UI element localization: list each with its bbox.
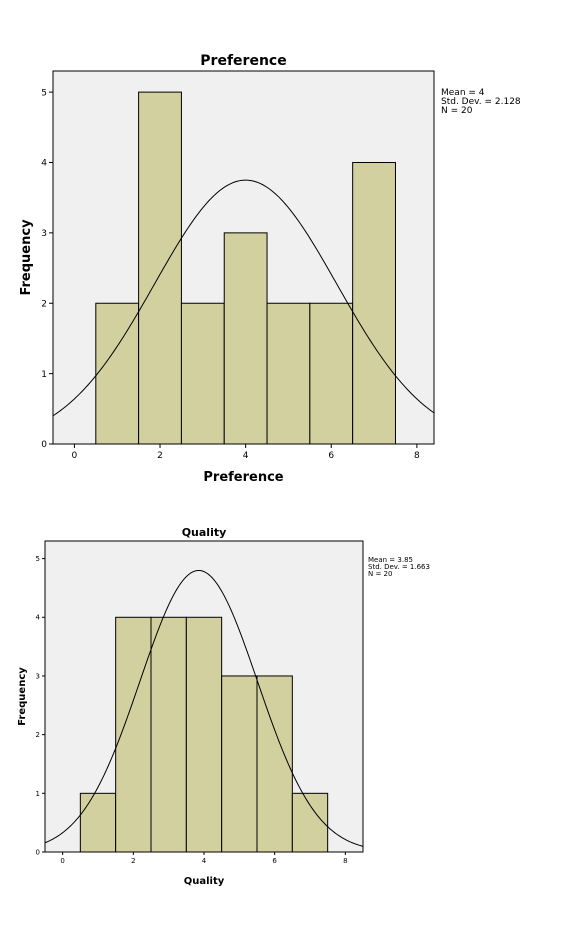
preference-bar-2 bbox=[138, 91, 182, 445]
quality-bar-4 bbox=[185, 616, 223, 853]
quality-xtick-label-6: 6 bbox=[272, 857, 277, 865]
preference-y-axis-label: Frequency bbox=[19, 219, 34, 296]
quality-normal-curve bbox=[45, 569, 363, 847]
quality-stats-line-3: N = 20 bbox=[368, 570, 393, 578]
stats-box-preference: Mean = 4 Std. Dev. = 2.128 N = 20 bbox=[441, 89, 521, 116]
preference-normal-curve bbox=[53, 179, 434, 417]
quality-x-axis-label: Quality bbox=[184, 876, 225, 887]
quality-bar-6 bbox=[256, 675, 293, 853]
quality-ytick-label-0: 0 bbox=[36, 848, 40, 856]
preference-ytick-label-2: 2 bbox=[41, 299, 47, 309]
quality-xtick-label-0: 0 bbox=[60, 857, 64, 865]
quality-xtick-label-8: 8 bbox=[343, 857, 347, 865]
preference-xtick-label-6: 6 bbox=[328, 451, 334, 461]
preference-stats-line-2: Std. Dev. = 2.128 bbox=[441, 97, 521, 107]
quality-chart-title: Quality bbox=[182, 526, 227, 539]
preference-bar-7 bbox=[352, 161, 396, 445]
preference-ytick-label-1: 1 bbox=[41, 370, 47, 380]
preference-bar-5 bbox=[266, 302, 311, 445]
preference-bar-1 bbox=[95, 302, 140, 445]
preference-bar-6 bbox=[309, 302, 354, 445]
stats-box-quality: Mean = 3.85 Std. Dev. = 1.663 N = 20 bbox=[368, 557, 430, 578]
histogram-quality: 0 1 2 3 4 5 0 2 4 6 8 Quality Quality Frequency Mean … bbox=[0, 500, 564, 942]
quality-bar-5 bbox=[221, 675, 258, 853]
quality-stats-line-1: Mean = 3.85 bbox=[368, 556, 413, 564]
quality-y-axis-label: Frequency bbox=[17, 667, 28, 726]
preference-xtick-label-8: 8 bbox=[414, 451, 420, 461]
preference-xtick-label-2: 2 bbox=[157, 451, 163, 461]
histogram-preference-svg: 0 1 2 3 4 5 0 2 4 6 8 Preference Preference Frequency bbox=[19, 53, 435, 485]
quality-ytick-label-3: 3 bbox=[36, 672, 40, 680]
quality-bar-7 bbox=[291, 792, 329, 853]
preference-x-axis-label: Preference bbox=[203, 470, 283, 485]
quality-xtick-label-4: 4 bbox=[202, 857, 207, 865]
preference-stats-line-1: Mean = 4 bbox=[441, 88, 485, 98]
quality-ytick-label-1: 1 bbox=[36, 790, 40, 798]
preference-ytick-label-5: 5 bbox=[41, 88, 47, 98]
quality-ytick-label-4: 4 bbox=[36, 614, 41, 622]
quality-bar-1 bbox=[79, 792, 117, 853]
preference-xtick-label-0: 0 bbox=[72, 451, 78, 461]
preference-ytick-label-0: 0 bbox=[41, 440, 47, 450]
preference-chart-title: Preference bbox=[200, 53, 286, 69]
quality-ytick-label-2: 2 bbox=[36, 731, 40, 739]
histogram-preference: 0 1 2 3 4 5 0 2 4 6 8 Preference Preference Frequency… bbox=[19, 53, 521, 485]
preference-stats-line-3: N = 20 bbox=[441, 106, 473, 116]
preference-bar-4 bbox=[223, 232, 268, 445]
quality-bar-3 bbox=[150, 616, 187, 853]
quality-bar-2 bbox=[115, 616, 152, 853]
preference-xtick-label-4: 4 bbox=[243, 451, 249, 461]
quality-xtick-label-2: 2 bbox=[131, 857, 135, 865]
preference-ytick-label-4: 4 bbox=[41, 159, 47, 169]
histogram-quality-svg: 0 1 2 3 4 5 0 2 4 6 8 Quality Quality Frequency bbox=[17, 526, 364, 887]
quality-ytick-label-5: 5 bbox=[36, 555, 40, 563]
quality-stats-line-2: Std. Dev. = 1.663 bbox=[368, 563, 430, 571]
preference-ytick-label-3: 3 bbox=[41, 229, 47, 239]
preference-bar-3 bbox=[180, 302, 225, 445]
